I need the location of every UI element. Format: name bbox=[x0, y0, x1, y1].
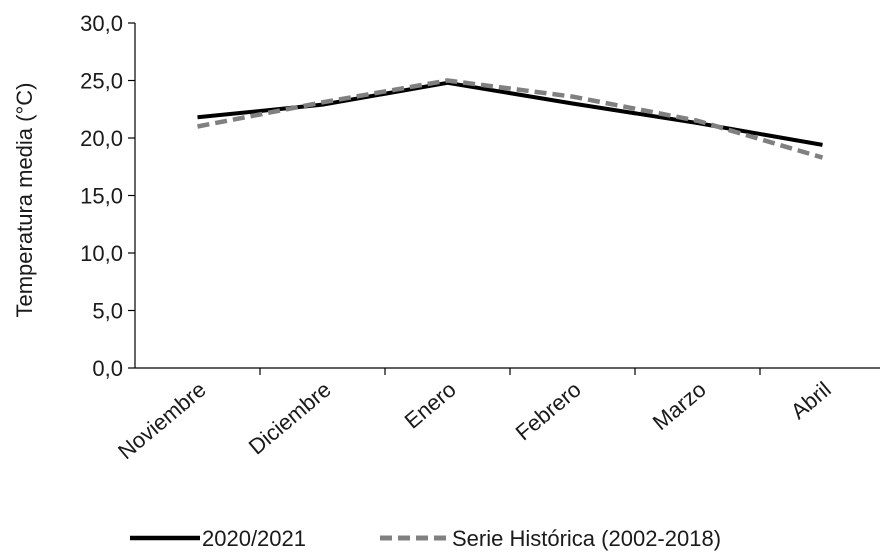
x-axis-ticks: Noviembre Diciembre Enero Febrero Marzo Abril bbox=[113, 368, 836, 464]
legend: 2020/2021 Serie Histórica (2002-2018) bbox=[130, 526, 721, 551]
x-category-label: Enero bbox=[400, 377, 461, 434]
y-tick-label: 30,0 bbox=[80, 11, 123, 36]
x-category-label: Diciembre bbox=[244, 377, 336, 460]
series-line-1 bbox=[197, 80, 823, 147]
x-category-label: Noviembre bbox=[113, 377, 211, 465]
y-tick-label: 20,0 bbox=[80, 126, 123, 151]
y-tick-label: 10,0 bbox=[80, 241, 123, 266]
y-tick-label: 0,0 bbox=[92, 356, 123, 381]
series-line-2 bbox=[197, 78, 824, 160]
y-axis-ticks: 0,0 5,0 10,0 15,0 20,0 25,0 30,0 bbox=[80, 11, 135, 381]
chart-series bbox=[197, 78, 824, 160]
y-tick-label: 5,0 bbox=[92, 299, 123, 324]
chart-axes bbox=[134, 23, 880, 369]
x-category-label: Febrero bbox=[511, 377, 586, 446]
y-tick-label: 25,0 bbox=[80, 69, 123, 94]
x-category-label: Abril bbox=[786, 377, 836, 424]
legend-label-1: 2020/2021 bbox=[202, 526, 306, 551]
y-tick-label: 15,0 bbox=[80, 184, 123, 209]
y-axis-title: Temperatura media (°C) bbox=[12, 83, 37, 318]
x-category-label: Marzo bbox=[648, 377, 711, 435]
legend-label-2: Serie Histórica (2002-2018) bbox=[452, 526, 721, 551]
